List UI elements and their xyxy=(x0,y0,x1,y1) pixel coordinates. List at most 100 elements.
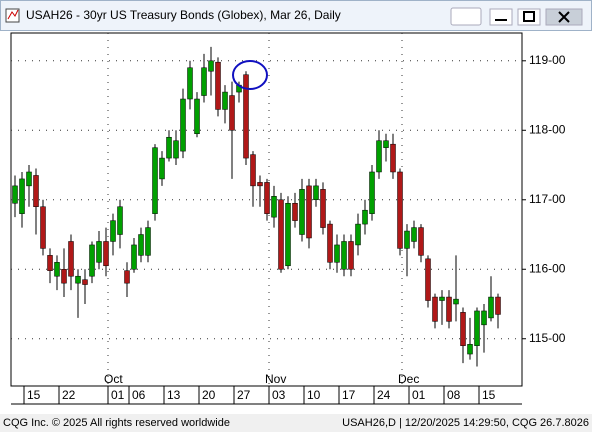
footer-left: CQG Inc. © 2025 All rights reserved worl… xyxy=(3,417,230,429)
y-tick-label: 116-00 xyxy=(529,261,566,275)
candle-body xyxy=(271,196,277,218)
x-tick-label: 27 xyxy=(237,388,251,402)
close-icon xyxy=(558,11,570,23)
candle-body xyxy=(117,206,123,235)
candle-body xyxy=(96,241,102,263)
candle-body xyxy=(19,178,25,214)
candle-body xyxy=(390,143,396,173)
candle-body xyxy=(397,171,403,249)
candle-body xyxy=(173,140,179,159)
candle-body xyxy=(68,241,74,277)
candle-body xyxy=(467,344,473,355)
candle-body xyxy=(180,98,186,152)
footer-right: USAH26,D | 12/20/2025 14:29:50, CQG 26.7… xyxy=(342,417,589,429)
candle-body xyxy=(138,234,144,256)
candle-body xyxy=(103,241,109,267)
x-tick-label: 15 xyxy=(482,388,496,402)
candle-body xyxy=(250,154,256,187)
y-tick-label: 119-00 xyxy=(529,53,566,67)
candle-body xyxy=(124,270,130,284)
candle-body xyxy=(320,189,326,228)
candle-body xyxy=(75,275,81,284)
app-icon xyxy=(5,8,20,23)
candle-body xyxy=(362,209,368,225)
candle-body xyxy=(110,220,116,242)
x-tick-label: 20 xyxy=(202,388,216,402)
candle-body xyxy=(355,223,361,246)
x-tick-label: 10 xyxy=(307,388,321,402)
x-tick-label: 15 xyxy=(27,388,41,402)
candle-body xyxy=(47,255,53,271)
month-label: Dec xyxy=(398,372,419,386)
candle-body xyxy=(418,227,424,256)
x-tick-label: 01 xyxy=(412,388,426,402)
candle-body xyxy=(194,98,200,135)
candle-body xyxy=(306,185,312,239)
x-tick-label: 06 xyxy=(132,388,146,402)
candle-body xyxy=(257,182,263,187)
x-tick-label: 03 xyxy=(272,388,286,402)
candle-body xyxy=(439,296,445,301)
highlight-ellipse xyxy=(232,60,268,90)
candle-body xyxy=(460,312,466,346)
candle-body xyxy=(411,227,417,242)
candle-body xyxy=(313,185,319,201)
candle-body xyxy=(369,171,375,214)
x-tick-label: 01 xyxy=(111,388,125,402)
month-label: Oct xyxy=(104,372,123,386)
candle-body xyxy=(432,296,438,322)
status-bar xyxy=(0,414,592,432)
candle-body xyxy=(278,199,284,270)
x-tick-label: 13 xyxy=(167,388,181,402)
candle-body xyxy=(299,189,305,235)
candle-body xyxy=(166,136,172,159)
candle-body xyxy=(40,206,46,249)
candle-body xyxy=(54,262,60,277)
candle-body xyxy=(201,67,207,96)
candle-body xyxy=(187,67,193,100)
candle-body xyxy=(152,147,158,214)
candle-body xyxy=(33,175,39,207)
candle-body xyxy=(488,296,494,319)
candle-body xyxy=(383,140,389,148)
candle-body xyxy=(12,185,18,204)
candle-body xyxy=(474,310,480,346)
candle-body xyxy=(243,74,249,159)
candle-body xyxy=(229,95,235,131)
candle-body xyxy=(222,91,228,110)
x-tick-label: 22 xyxy=(62,388,76,402)
minimize-button[interactable] xyxy=(489,8,513,26)
candle-body xyxy=(264,182,270,214)
candle-body xyxy=(145,227,151,256)
candle-body xyxy=(453,298,459,305)
candle-body xyxy=(285,202,291,267)
y-tick-label: 118-00 xyxy=(529,122,566,136)
y-tick-label: 115-00 xyxy=(529,331,566,345)
candle-body xyxy=(26,171,32,187)
candle-body xyxy=(131,244,137,270)
candle-body xyxy=(89,244,95,277)
candle-body xyxy=(376,140,382,173)
x-tick-label: 08 xyxy=(447,388,461,402)
candle-body xyxy=(446,296,452,322)
candle-body xyxy=(327,223,333,263)
candle-body xyxy=(334,244,340,263)
chart-title: USAH26 - 30yr US Treasury Bonds (Globex)… xyxy=(26,8,341,22)
candle-body xyxy=(61,269,67,284)
link-button[interactable] xyxy=(450,7,482,26)
candle-body xyxy=(481,310,487,326)
x-tick-label: 17 xyxy=(342,388,356,402)
candle-body xyxy=(292,202,298,221)
candle-body xyxy=(348,241,354,270)
month-label: Nov xyxy=(265,372,286,386)
candle-body xyxy=(159,157,165,180)
candle-body xyxy=(404,230,410,249)
candle-body xyxy=(82,279,88,285)
candle-body xyxy=(215,61,221,110)
candle-body xyxy=(425,258,431,301)
maximize-icon xyxy=(523,11,535,22)
y-tick-label: 117-00 xyxy=(529,192,566,206)
candle-body xyxy=(495,296,501,315)
x-tick-label: 24 xyxy=(377,388,391,402)
